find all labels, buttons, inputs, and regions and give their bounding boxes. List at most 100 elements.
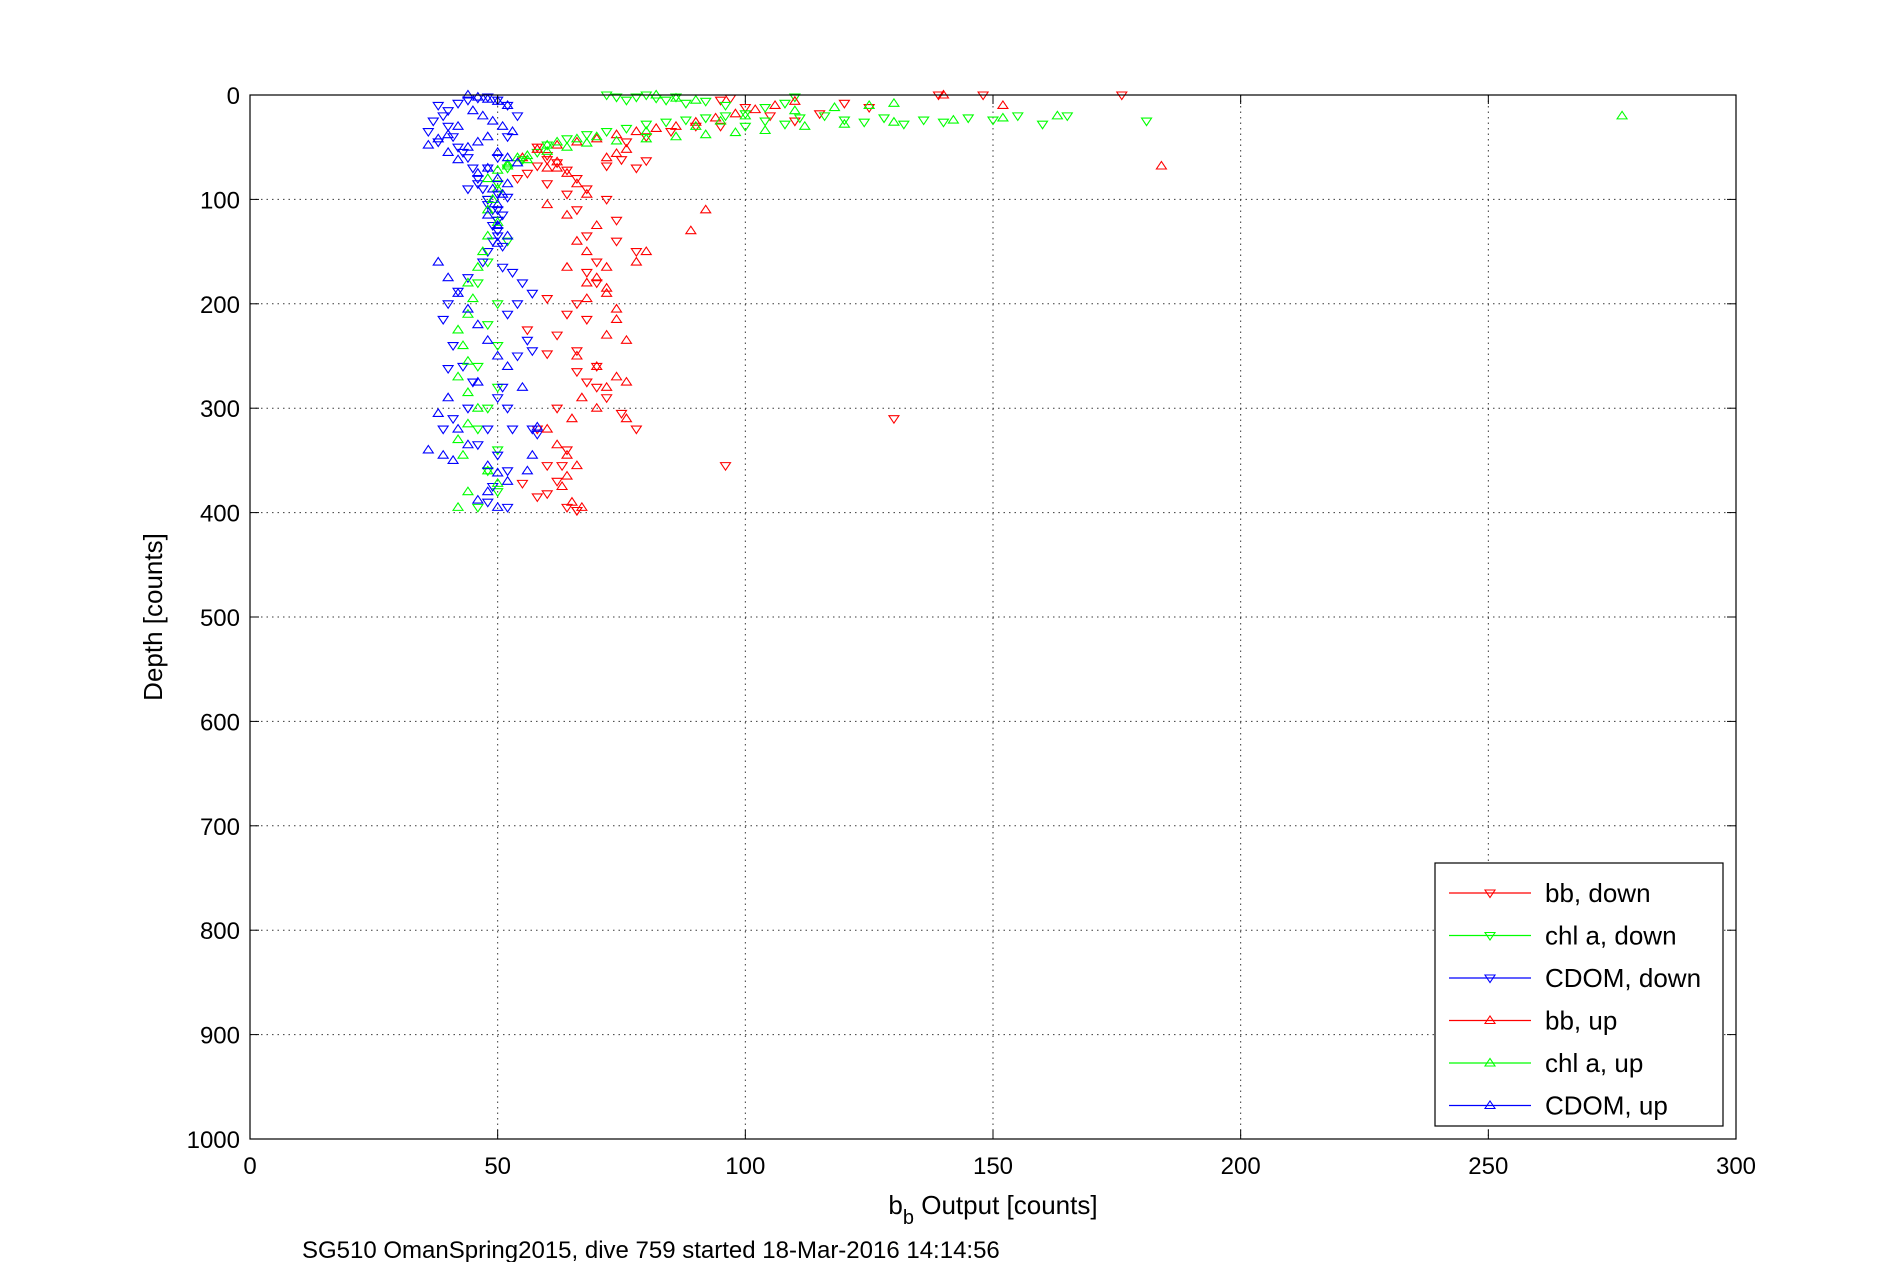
data-point [461,277,474,287]
data-point [471,91,484,101]
data-point [570,350,583,360]
data-point [486,115,499,125]
data-point [630,256,643,266]
data-point [481,195,494,205]
data-point [501,310,514,320]
data-point [650,89,663,99]
data-point [759,103,772,114]
data-point [689,116,702,126]
data-point [689,94,702,104]
data-point [709,112,722,122]
data-point [739,110,752,120]
data-point [442,392,455,402]
y-tick-label: 100 [200,187,240,214]
data-points [422,89,1629,517]
data-point [977,91,990,101]
data-point [580,131,593,141]
legend-entry: CDOM, down [1449,963,1701,993]
data-point [640,120,653,130]
data-point [1616,110,1629,120]
data-point [491,146,504,156]
data-point [491,394,504,404]
data-point [887,415,900,425]
data-point [471,441,484,451]
data-point [427,117,440,127]
data-point [1051,110,1064,120]
data-point [560,135,574,145]
data-point [590,133,603,143]
x-tick-label: 50 [484,1153,511,1180]
data-point [496,383,509,393]
data-point [481,93,494,103]
data-point [452,371,465,381]
data-point [570,235,583,245]
data-point [521,154,534,164]
data-point [669,92,683,102]
data-point [575,392,588,402]
data-point [897,120,910,130]
data-point [461,308,474,318]
data-point [719,101,732,111]
data-point [491,232,504,242]
data-point [560,141,574,151]
data-point [590,362,603,372]
data-point [1115,91,1128,101]
data-point [491,95,504,105]
y-tick-label: 600 [200,709,240,736]
data-point [442,300,455,310]
legend-entry: chl a, down [1449,921,1677,951]
data-point [620,96,633,106]
data-point [560,261,574,271]
data-point [600,195,613,205]
data-point [442,129,455,139]
data-point [491,173,504,183]
data-point [630,425,643,435]
data-point [511,300,524,310]
data-point [506,126,519,136]
data-point [749,104,762,114]
data-point [496,211,509,221]
data-point [501,152,514,162]
data-point [764,112,777,122]
data-point [471,319,484,329]
data-point [466,378,479,388]
data-point [541,162,554,172]
legend-box [1434,862,1724,1127]
data-point [769,99,782,109]
y-tick-label: 300 [200,396,240,423]
data-point [1155,160,1168,170]
data-point [669,120,683,130]
data-point [1011,112,1024,122]
data-point [481,162,494,172]
data-point [620,413,633,423]
data-point [461,141,474,151]
data-point [541,145,554,155]
y-tick-label: 0 [227,83,240,110]
data-point [452,154,465,164]
data-point [937,118,950,128]
data-point [521,465,534,475]
data-point [452,143,465,153]
data-point [486,193,499,203]
data-point [932,91,945,101]
data-point [580,378,593,388]
data-point [481,425,494,435]
data-point [491,220,504,230]
data-point [471,136,484,146]
x-tick-label: 150 [973,1153,1013,1180]
data-point [541,141,554,151]
data-point [798,120,811,130]
data-point [541,156,554,166]
data-point [560,166,574,176]
data-point [501,160,514,170]
data-point [481,164,494,174]
data-point [660,118,673,128]
data-point [506,425,519,435]
data-point [437,315,450,325]
data-point [501,503,514,513]
data-point [491,350,504,360]
data-point [620,124,633,134]
data-point [570,347,583,357]
data-point [471,503,484,513]
data-point [739,122,752,132]
